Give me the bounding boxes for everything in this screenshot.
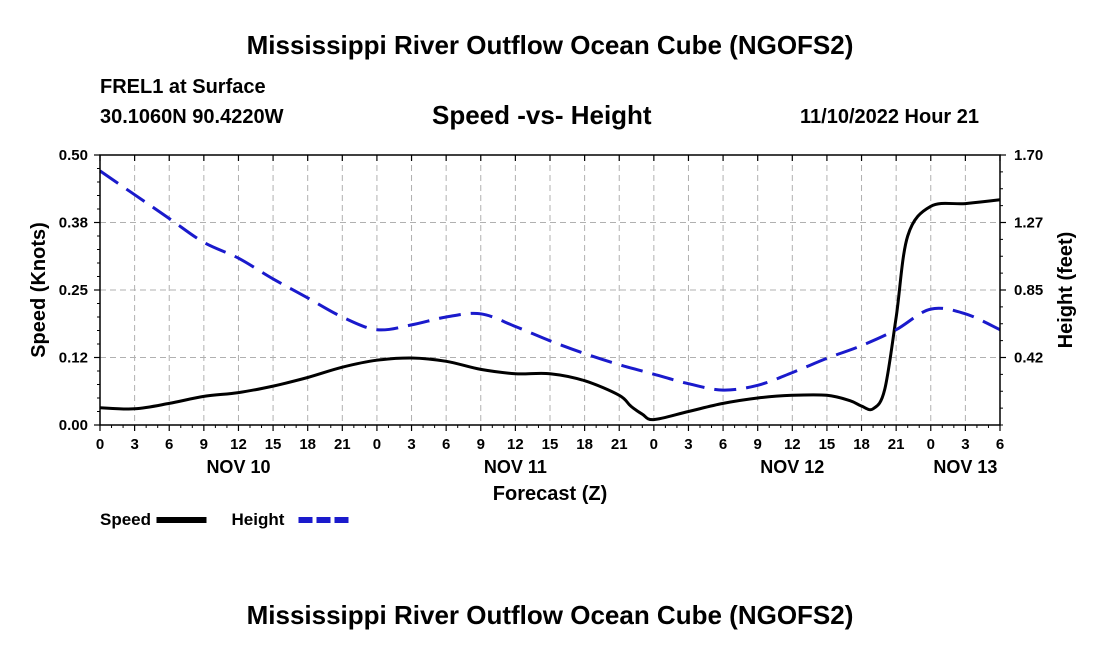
x-tick-label: 21 bbox=[611, 436, 628, 453]
day-label: NOV 11 bbox=[484, 457, 547, 477]
y-right-tick-label: 0.42 bbox=[1014, 350, 1043, 367]
x-tick-label: 12 bbox=[784, 436, 801, 453]
x-tick-label: 9 bbox=[477, 436, 485, 453]
y-right-tick-label: 1.70 bbox=[1014, 147, 1043, 164]
x-axis-label: Forecast (Z) bbox=[493, 483, 607, 505]
x-tick-label: 18 bbox=[576, 436, 593, 453]
x-tick-label: 18 bbox=[299, 436, 316, 453]
series-line-speed bbox=[99, 198, 1001, 422]
y-left-tick-label: 0.38 bbox=[59, 215, 88, 232]
x-tick-label: 15 bbox=[265, 436, 282, 453]
day-label: NOV 10 bbox=[206, 457, 270, 477]
x-tick-label: 15 bbox=[542, 436, 559, 453]
y-axis-left-label: Speed (Knots) bbox=[28, 222, 50, 358]
x-tick-label: 9 bbox=[200, 436, 208, 453]
x-tick-label: 0 bbox=[96, 436, 104, 453]
x-tick-label: 0 bbox=[927, 436, 935, 453]
y-left-tick-label: 0.50 bbox=[59, 147, 88, 164]
x-tick-label: 18 bbox=[853, 436, 870, 453]
station-coordinates: 30.1060N 90.4220W bbox=[100, 106, 284, 128]
x-tick-label: 15 bbox=[819, 436, 836, 453]
forecast-datetime: 11/10/2022 Hour 21 bbox=[800, 106, 980, 128]
legend-label-speed: Speed bbox=[100, 510, 151, 529]
legend-label-height: Height bbox=[232, 510, 285, 529]
grid-lines bbox=[100, 154, 1000, 425]
series-line-height bbox=[99, 169, 1001, 392]
x-tick-label: 6 bbox=[996, 436, 1004, 453]
x-tick-label: 21 bbox=[334, 436, 351, 453]
x-tick-label: 3 bbox=[407, 436, 415, 453]
x-tick-label: 6 bbox=[719, 436, 727, 453]
x-tick-label: 6 bbox=[442, 436, 450, 453]
station-label: FREL1 at Surface bbox=[100, 76, 266, 98]
y-right-tick-label: 0.85 bbox=[1014, 282, 1043, 299]
series-layer bbox=[99, 169, 1001, 422]
chart-subtitle: Speed -vs- Height bbox=[432, 100, 652, 130]
x-tick-label: 0 bbox=[373, 436, 381, 453]
y-right-tick-label: 1.27 bbox=[1014, 215, 1043, 232]
chart-main-title: Mississippi River Outflow Ocean Cube (NG… bbox=[246, 30, 854, 60]
axes: 0 3 6 9 12 15 18 21 0 3 6 9 12 15 18 21 0 3 6 9 12 15 18 21 0 3 6 N… bbox=[59, 147, 1043, 477]
y-left-tick-label: 0.25 bbox=[59, 282, 88, 299]
y-left-tick-label: 0.12 bbox=[59, 350, 88, 367]
day-label: NOV 13 bbox=[933, 457, 997, 477]
x-tick-label: 3 bbox=[684, 436, 692, 453]
chart-main-title-repeat: Mississippi River Outflow Ocean Cube (NG… bbox=[246, 600, 854, 630]
x-tick-label: 12 bbox=[230, 436, 247, 453]
day-label: NOV 12 bbox=[760, 457, 824, 477]
x-tick-label: 3 bbox=[130, 436, 138, 453]
legend: Speed Height bbox=[100, 510, 349, 529]
y-left-tick-label: 0.00 bbox=[59, 417, 88, 434]
x-tick-label: 6 bbox=[165, 436, 173, 453]
x-tick-label: 21 bbox=[888, 436, 905, 453]
y-axis-right-label: Height (feet) bbox=[1055, 232, 1077, 349]
x-tick-label: 12 bbox=[507, 436, 524, 453]
x-tick-label: 0 bbox=[650, 436, 658, 453]
x-tick-label: 9 bbox=[754, 436, 762, 453]
x-tick-label: 3 bbox=[961, 436, 969, 453]
